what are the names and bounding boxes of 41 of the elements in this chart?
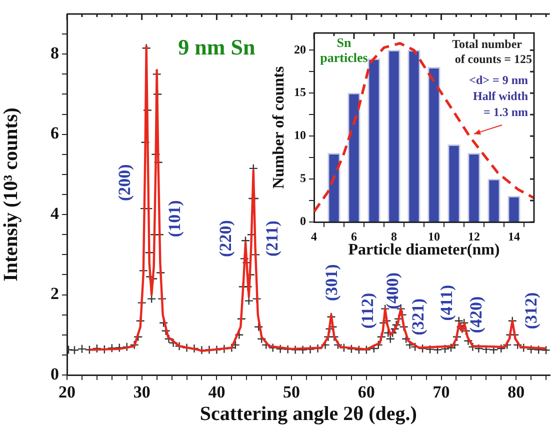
x-axis-title: Particle diameter(nm)	[348, 242, 500, 259]
annotation: (321)	[408, 298, 428, 336]
x-tick-label: 50	[283, 382, 300, 402]
y-tick-label: 8	[50, 44, 59, 62]
annotation: (312)	[521, 292, 540, 330]
y-tick-label: 0	[300, 214, 306, 228]
y-tick-label: 4	[50, 204, 60, 223]
x-tick-label: 14	[508, 229, 520, 244]
text: 9 nm Sn	[178, 34, 256, 60]
y-tick-label: 2	[50, 284, 59, 304]
x-tick-label: 6	[351, 229, 357, 244]
y-tick-label: 15	[294, 85, 306, 100]
x-tick-label: 30	[133, 382, 150, 402]
y-tick-label: 5	[300, 171, 306, 186]
y-axis-title: Number of counts	[270, 66, 288, 189]
x-tick-label: 40	[208, 382, 226, 402]
annotation: (411)	[436, 284, 456, 321]
x-axis-title: Scattering angle 2θ (deg.)	[200, 403, 417, 426]
annotation: (301)	[322, 264, 341, 301]
annotation: (112)	[358, 292, 378, 329]
y-tick-label: 0	[50, 364, 59, 384]
y-tick-label: 10	[294, 128, 306, 142]
y-tick-label: 6	[50, 124, 59, 143]
y-axis-title: Intensiy (10³ counts)	[0, 108, 22, 282]
annotation: <d> = 9 nm Half width = 1.3 nm	[469, 73, 528, 120]
x-tick-label: 10	[428, 229, 440, 244]
x-tick-label: 60	[358, 382, 375, 402]
x-tick-label: 80	[508, 382, 525, 402]
annotation: (200)	[114, 164, 134, 201]
annotation: (400)	[382, 272, 402, 310]
x-tick-label: 70	[432, 382, 450, 402]
x-tick-label: 12	[468, 229, 480, 244]
x-tick-label: 8	[391, 229, 397, 244]
annotation: (220)	[216, 220, 236, 257]
x-tick-label: 4	[311, 229, 317, 244]
y-tick-label: 20	[294, 42, 306, 56]
annotation: (101)	[165, 200, 184, 238]
text: Sn particles	[320, 34, 368, 65]
annotation: Total number of counts = 125	[452, 37, 532, 66]
annotation: (420)	[466, 296, 486, 334]
annotation: (211)	[262, 220, 282, 256]
